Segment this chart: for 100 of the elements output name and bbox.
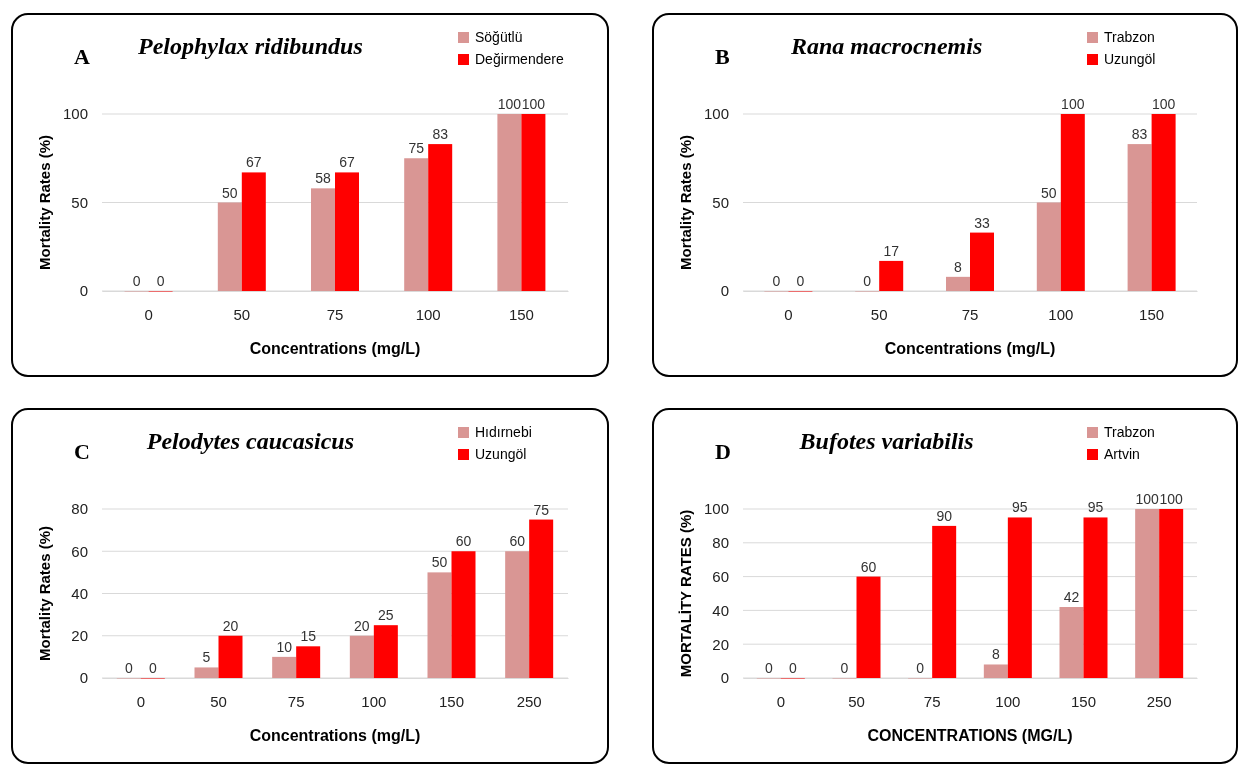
- data-label: 0: [124, 660, 133, 676]
- data-label: 8: [991, 646, 1000, 663]
- x-tick-label: 250: [516, 692, 542, 710]
- legend-label: Artvin: [1104, 446, 1140, 462]
- bar: [428, 144, 453, 291]
- legend-label: Trabzon: [1104, 29, 1155, 45]
- data-label: 75: [533, 501, 550, 518]
- text: B: [715, 44, 730, 69]
- data-label: 0: [156, 273, 165, 289]
- text: D: [715, 439, 731, 464]
- data-label: 100: [521, 96, 546, 112]
- x-tick-label: 150: [438, 692, 465, 710]
- data-label: 58: [315, 170, 331, 187]
- bar: [1059, 607, 1084, 678]
- bar: [1135, 509, 1160, 678]
- x-tick-label: 150: [1070, 692, 1097, 710]
- y-tick-label: 50: [71, 193, 88, 211]
- x-tick-label: 50: [848, 692, 865, 710]
- x-tick-label: 150: [508, 305, 534, 323]
- bar: [217, 202, 242, 291]
- x-tick-label: 50: [870, 305, 888, 323]
- bar: [373, 625, 398, 678]
- data-label: 83: [1131, 126, 1148, 143]
- bar: [404, 158, 429, 291]
- legend-label: Değirmendere: [475, 51, 564, 67]
- y-tick-label: 50: [712, 193, 729, 211]
- bar: [529, 519, 554, 678]
- data-label: 100: [1061, 96, 1085, 112]
- x-tick-label: 0: [776, 692, 786, 710]
- data-label: 67: [339, 154, 355, 171]
- data-label: 0: [764, 660, 773, 676]
- x-tick-label: 75: [326, 305, 344, 323]
- data-label: 100: [1159, 491, 1184, 507]
- bar: [1159, 509, 1184, 678]
- x-axis-title: Concentrations (mg/L): [249, 340, 421, 357]
- x-tick-label: 0: [144, 305, 153, 323]
- data-label: 60: [860, 558, 877, 575]
- x-tick-label: 100: [361, 692, 387, 710]
- data-label: 42: [1063, 589, 1080, 606]
- y-tick-label: 0: [720, 282, 729, 300]
- bar: [932, 525, 957, 678]
- legend-label: Söğütlü: [475, 29, 523, 45]
- x-tick-label: 100: [995, 692, 1021, 710]
- data-label: 8: [954, 258, 963, 275]
- x-axis-title: CONCENTRATIONS (MG/L): [867, 727, 1073, 744]
- data-label: 90: [936, 507, 953, 524]
- bar: [194, 667, 219, 678]
- legend-label: Uzungöl: [1104, 51, 1156, 67]
- data-label: 95: [1012, 499, 1028, 516]
- x-tick-label: 0: [136, 692, 146, 710]
- y-tick-label: 20: [71, 627, 88, 645]
- data-label: 50: [431, 554, 448, 571]
- text: A: [74, 44, 90, 69]
- data-label: 5: [202, 649, 211, 666]
- bar: [272, 656, 297, 678]
- x-axis-title: Concentrations (mg/L): [249, 727, 421, 744]
- data-label: 60: [509, 533, 526, 550]
- chart-title: Pelodytes caucasicus: [145, 428, 355, 454]
- data-label: 50: [222, 184, 238, 201]
- x-tick-label: 250: [1146, 692, 1172, 710]
- data-label: 33: [974, 214, 990, 231]
- data-label: 17: [883, 242, 900, 259]
- y-axis-title: Mortality Rates (%): [677, 134, 694, 271]
- bar: [427, 572, 452, 678]
- y-axis-title: Mortality Rates (%): [36, 525, 53, 662]
- y-axis-title: MORTALİTY RATES (%): [677, 509, 694, 678]
- y-tick-label: 0: [79, 282, 88, 300]
- y-tick-label: 20: [712, 635, 729, 653]
- legend-label: Trabzon: [1104, 424, 1155, 440]
- data-label: 100: [1135, 491, 1160, 507]
- y-tick-label: 80: [712, 534, 729, 552]
- bar: [856, 576, 881, 678]
- y-tick-label: 0: [720, 669, 729, 687]
- bar: [983, 664, 1008, 678]
- text: C: [74, 439, 90, 464]
- data-label: 20: [222, 617, 239, 634]
- bar: [349, 635, 374, 678]
- bar: [521, 114, 546, 291]
- x-tick-label: 75: [287, 692, 305, 710]
- x-tick-label: 75: [923, 692, 941, 710]
- bar: [1083, 517, 1108, 678]
- bar: [946, 276, 970, 291]
- y-tick-label: 0: [79, 669, 88, 687]
- data-label: 0: [916, 660, 925, 676]
- bar: [296, 646, 321, 678]
- bar: [1007, 517, 1032, 678]
- legend-label: Uzungöl: [475, 446, 527, 462]
- y-axis-title: Mortality Rates (%): [36, 134, 53, 271]
- bar: [335, 172, 359, 291]
- data-label: 67: [246, 154, 262, 171]
- x-tick-label: 75: [961, 305, 979, 323]
- data-label: 83: [432, 126, 449, 143]
- data-label: 0: [863, 273, 872, 289]
- data-label: 0: [788, 660, 797, 676]
- data-label: 0: [148, 660, 157, 676]
- y-tick-label: 100: [703, 500, 729, 518]
- data-label: 20: [354, 617, 370, 634]
- y-tick-label: 100: [62, 105, 88, 123]
- data-label: 50: [1041, 184, 1057, 201]
- data-label: 95: [1087, 499, 1104, 516]
